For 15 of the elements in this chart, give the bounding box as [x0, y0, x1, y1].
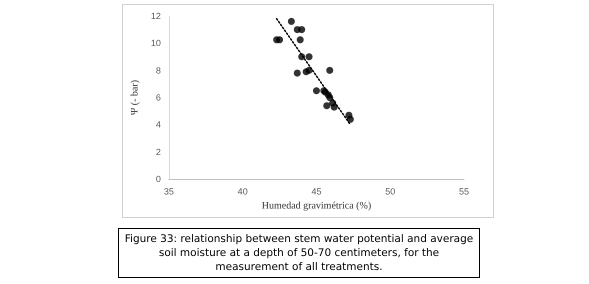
x-tick-label: 50 — [385, 186, 396, 197]
y-tick-label: 8 — [156, 65, 161, 76]
y-tick-label: 6 — [156, 92, 161, 103]
x-tick-label: 45 — [311, 186, 322, 197]
y-tick-label: 10 — [150, 38, 161, 48]
x-tick-label: 55 — [458, 186, 470, 197]
y-tick-label: 2 — [156, 146, 161, 157]
y-tick-label: 0 — [156, 174, 161, 184]
y-tick-label: 4 — [156, 120, 161, 130]
caption: Figure 33: relationship between stem water potential and average soil moisture at a depth of 50-70 centimeters, for the measurement of all treatments. — [118, 228, 480, 278]
x-axis-title: Humedad gravimétrica (%) — [262, 200, 372, 212]
x-tick-label: 40 — [238, 186, 248, 197]
y-axis-title: Ψ (- bar) — [130, 80, 140, 116]
y-tick-label: 12 — [150, 11, 161, 21]
x-tick-label: 35 — [164, 186, 174, 197]
